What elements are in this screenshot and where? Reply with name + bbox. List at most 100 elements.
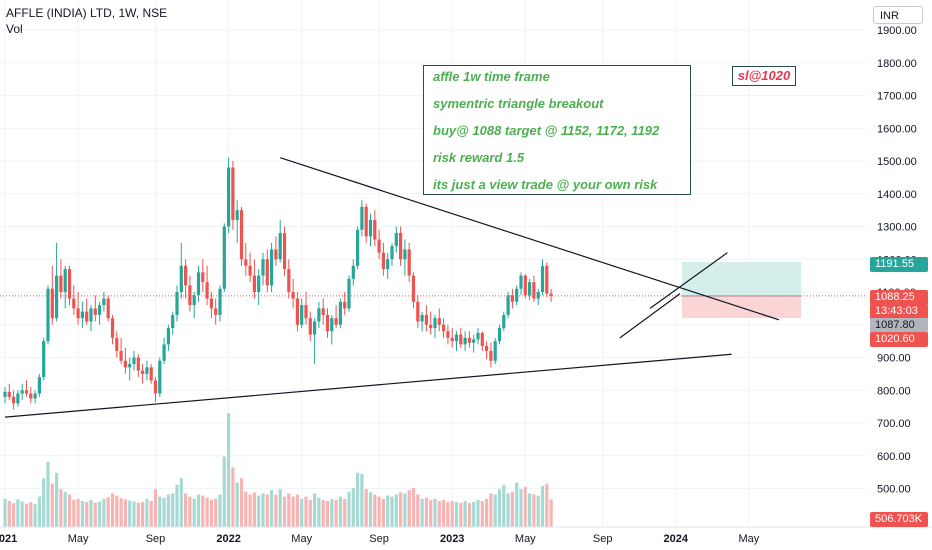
volume-bar	[33, 504, 37, 527]
candle-body	[476, 332, 480, 340]
volume-bar	[16, 499, 20, 527]
candle-body	[510, 295, 514, 302]
candle-body	[545, 265, 549, 294]
candle-body	[20, 390, 24, 394]
volume-bar	[515, 482, 519, 527]
target-zone	[682, 262, 801, 296]
volume-bar	[472, 502, 476, 527]
candle-body	[72, 298, 76, 309]
candle-body	[145, 367, 149, 374]
volume-bar	[295, 494, 299, 527]
volume-bar	[205, 497, 209, 527]
volume-bar	[158, 496, 162, 527]
candle-body	[257, 275, 261, 292]
volume-bar	[368, 492, 373, 527]
candle-body	[351, 265, 355, 279]
time-axis[interactable]: 2021 May Sep 2022 May Sep 2023 May Sep 2024 May	[0, 526, 932, 545]
volume-bar	[102, 498, 106, 527]
price-axis-label: 1700.00	[877, 91, 917, 103]
candle-body	[506, 295, 510, 315]
time-axis-label: 2024	[664, 533, 689, 545]
candle-body	[12, 396, 16, 404]
volume-bar	[523, 486, 527, 527]
volume-bar	[270, 490, 274, 527]
candle-body	[536, 292, 540, 299]
trendlines[interactable]	[4, 157, 780, 418]
candle-body	[123, 360, 127, 368]
candle-body	[446, 331, 450, 338]
volume-value-tag: 506.703K	[870, 512, 928, 527]
volume-bar	[480, 501, 484, 527]
price-axis-label: 1500.00	[877, 156, 917, 168]
volume-bar	[179, 478, 183, 527]
price-axis-label: 1800.00	[877, 58, 917, 70]
volume-bar	[106, 497, 110, 527]
candle-body	[110, 318, 115, 338]
candle-body	[80, 311, 84, 319]
candle-body	[429, 324, 433, 329]
candle-body	[196, 272, 201, 296]
candle-body	[282, 233, 287, 270]
volume-bar	[433, 498, 437, 527]
trendline-lower-support	[4, 353, 732, 418]
volume-bar	[411, 488, 416, 527]
candle-body	[317, 308, 321, 322]
candle-body	[295, 298, 299, 325]
currency-selector[interactable]: INR	[873, 6, 923, 24]
candle-body	[373, 219, 377, 240]
candle-body	[205, 282, 209, 299]
candle-body	[153, 380, 158, 394]
time-axis-label: May	[291, 533, 312, 545]
candle-body	[179, 265, 183, 292]
candle-body	[93, 308, 97, 315]
stop-loss-annotation[interactable]: sl@1020	[732, 66, 796, 86]
candle-body	[37, 377, 41, 394]
volume-bar	[454, 502, 459, 527]
candle-body	[334, 318, 338, 325]
volume-bar	[510, 491, 514, 527]
volume-bar	[313, 493, 317, 527]
volume-bar	[80, 501, 84, 527]
candle-body	[459, 334, 463, 345]
volume-bar	[420, 498, 424, 527]
long-position-tool[interactable]	[682, 262, 801, 319]
volume-bar	[85, 502, 89, 527]
candle-body	[291, 292, 295, 299]
candle-body	[149, 367, 153, 381]
current-price-tag: 1088.25	[870, 290, 928, 305]
volume-bar	[63, 491, 67, 527]
candle-body	[360, 206, 364, 230]
volume-bar	[235, 482, 239, 527]
time-axis-label: Sep	[146, 533, 166, 545]
volume-bar	[196, 494, 201, 527]
volume-bar	[330, 498, 334, 527]
volume-bar	[98, 501, 102, 527]
volume-bar	[437, 501, 441, 527]
volume-bar	[222, 456, 226, 527]
volume-bar	[502, 484, 506, 527]
candle-body	[265, 259, 269, 286]
text-annotation-box[interactable]: affle 1w time frame symentric triangle b…	[423, 65, 691, 195]
volume-bar	[549, 499, 553, 527]
volume-bar	[540, 485, 545, 527]
time-axis-label: 2023	[440, 533, 464, 545]
volume-bar	[171, 493, 175, 527]
candle-body	[437, 318, 441, 325]
volume-bar	[429, 499, 433, 527]
bar-countdown-tag: 13:43:03	[870, 304, 928, 319]
candle-body	[222, 226, 226, 289]
volume-bar	[497, 489, 502, 527]
candle-body	[381, 252, 385, 270]
symbol-title[interactable]: AFFLE (INDIA) LTD, 1W, NSE	[6, 6, 168, 20]
candle-body	[497, 328, 502, 342]
volume-bar	[141, 502, 145, 527]
candle-body	[63, 269, 67, 292]
volume-bar	[493, 494, 497, 527]
volume-bars	[3, 413, 553, 527]
trendline-upper-resistance	[280, 157, 780, 321]
candlestick-series	[3, 157, 553, 410]
note-line-timeframe: affle 1w time frame	[433, 69, 550, 84]
volume-bar	[218, 494, 222, 527]
volume-bar	[3, 498, 7, 527]
volume-indicator-label[interactable]: Vol	[6, 22, 23, 36]
